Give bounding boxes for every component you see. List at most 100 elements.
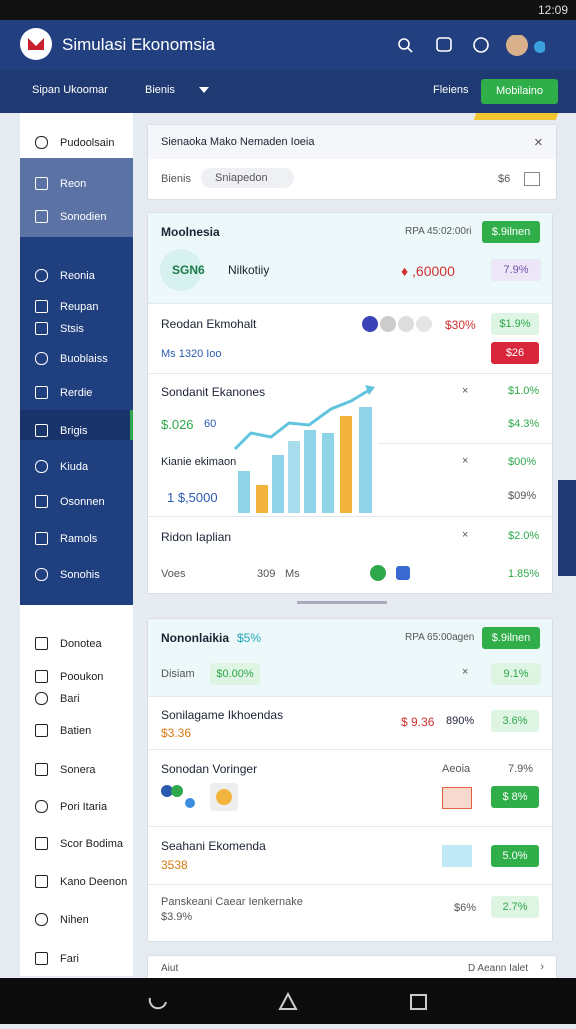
sidebar-item[interactable]: Reonia xyxy=(60,270,95,282)
time: 12:09 xyxy=(537,3,568,17)
sidebar-item[interactable]: Donotea xyxy=(60,638,102,650)
sidebar-icon xyxy=(35,952,48,965)
status-bar: 12:09 xyxy=(0,0,576,20)
chip: $0.00% xyxy=(210,663,260,685)
nav-bar xyxy=(0,978,576,1024)
divider xyxy=(148,516,552,517)
row-badge[interactable]: $ 8% xyxy=(491,786,539,808)
icon xyxy=(442,787,472,809)
sidebar-item[interactable]: Pooukon xyxy=(60,671,104,683)
sidebar: Pudoolsain Reon Sonodien Reonia Reupan Stsis B… xyxy=(20,113,133,976)
row-title: Ridon Iaplian xyxy=(161,530,232,544)
header-icons[interactable] xyxy=(395,35,545,57)
sidebar-icon xyxy=(35,568,48,581)
close[interactable]: × xyxy=(534,134,543,151)
row-change: $1.9% xyxy=(491,313,539,335)
sidebar-item[interactable]: Sonodien xyxy=(60,211,107,223)
portfolio-card: Nononlaikia $5% RPA 65:00agen $.9ilnen D… xyxy=(147,618,553,942)
row-change: $1.0% xyxy=(508,385,540,397)
footer-right[interactable]: D Aeann Ialet xyxy=(467,963,528,974)
sidebar-item[interactable]: Fari xyxy=(60,953,79,965)
row-change: 2.7% xyxy=(491,896,539,918)
sidebar-icon xyxy=(35,424,48,437)
sidebar-item[interactable]: Brigis xyxy=(60,425,88,437)
sidebar-icon xyxy=(35,637,48,650)
sidebar-item[interactable]: Kano Deenon xyxy=(60,876,128,888)
sidebar-item[interactable]: Rerdie xyxy=(60,387,93,399)
row-meta: Aeoia xyxy=(442,763,471,775)
sidebar-icon xyxy=(35,670,48,683)
sidebar-icon xyxy=(35,800,48,813)
sidebar-item[interactable]: Sonera xyxy=(60,764,96,776)
card-header xyxy=(148,125,556,159)
row-title: Panskeani Caear Ienkernake xyxy=(161,896,303,908)
sidebar-item[interactable]: Pudoolsain xyxy=(60,137,115,149)
sidebar-selected xyxy=(20,158,133,237)
divider xyxy=(148,749,552,750)
row-sub: 60 xyxy=(204,418,217,430)
close[interactable]: × xyxy=(462,455,469,467)
sidebar-icon xyxy=(35,495,48,508)
sidebar-item[interactable]: Reon xyxy=(60,178,87,190)
scrollbar xyxy=(297,601,387,604)
toolbar-right[interactable]: Fleiens xyxy=(433,84,469,96)
close[interactable]: × xyxy=(462,529,469,541)
badge[interactable]: $.9ilnen xyxy=(482,627,540,649)
side-tab[interactable] xyxy=(558,480,576,576)
row-change: $09% xyxy=(508,490,537,502)
card-title: Nononlaikia xyxy=(161,631,230,645)
primary-button[interactable]: Mobilaino xyxy=(481,79,558,104)
row-badge: $26 xyxy=(491,342,539,364)
sidebar-item[interactable]: Bari xyxy=(60,693,80,705)
sidebar-item[interactable]: Osonnen xyxy=(60,496,105,508)
sidebar-item[interactable]: Batien xyxy=(60,725,92,737)
row-sub: Voes xyxy=(161,568,186,580)
sidebar-item[interactable]: Stsis xyxy=(60,323,84,335)
change: 9.1% xyxy=(491,663,541,685)
sidebar-item[interactable]: Ramols xyxy=(60,533,98,545)
toolbar-left[interactable]: Sipan Ukoomar xyxy=(32,84,108,96)
sidebar-item[interactable]: Kiuda xyxy=(60,461,89,473)
sidebar-item[interactable]: Nihen xyxy=(60,914,89,926)
sidebar-item[interactable]: Buoblaiss xyxy=(60,353,108,365)
chip[interactable]: Sniapedon xyxy=(201,168,294,188)
label: Disiam xyxy=(161,668,195,680)
market-card: Moolnesia RPA 45:02:00ri $.9ilnen SGN6 N… xyxy=(147,212,553,594)
sidebar-item[interactable]: Scor Bodima xyxy=(60,838,123,850)
value: $6 xyxy=(498,173,511,185)
row-change: $4.3% xyxy=(508,418,540,430)
divider xyxy=(378,443,552,444)
divider xyxy=(148,303,552,304)
row-title: Seahani Ekomenda xyxy=(161,839,266,853)
row-sub: $.026 xyxy=(161,417,194,432)
sidebar-item[interactable]: Reupan xyxy=(60,301,99,313)
icons xyxy=(370,565,410,581)
change: 7.9% xyxy=(491,259,541,281)
close[interactable]: × xyxy=(462,385,469,397)
card-title: Sienaoka Mako Nemaden Ioeia xyxy=(161,136,315,148)
row-value: $6% xyxy=(454,902,477,914)
logo-text: SGN6 xyxy=(172,263,205,277)
sidebar-icon xyxy=(35,269,48,282)
avatars xyxy=(362,316,432,332)
row-sub: Ms 1320 Ioo xyxy=(161,348,222,360)
row-sub: $3.36 xyxy=(161,726,192,740)
row-title: Sonilagame Ikhoendas xyxy=(161,708,284,722)
divider xyxy=(148,884,552,885)
close[interactable]: × xyxy=(462,666,469,678)
meta: RPA 45:02:00ri xyxy=(405,226,472,237)
sidebar-icon xyxy=(35,300,48,313)
badge[interactable]: $.9ilnen xyxy=(482,221,540,243)
sidebar-icon xyxy=(35,692,48,705)
name: Nilkotiiy xyxy=(228,263,270,277)
row-sub: 3538 xyxy=(161,858,188,872)
sidebar-item[interactable]: Sonohis xyxy=(60,569,100,581)
app-title: Simulasi Ekonomsia xyxy=(62,35,216,54)
row-change: $2.0% xyxy=(508,530,540,542)
dropdown[interactable]: Bienis xyxy=(145,84,175,96)
row-change: 1.85% xyxy=(508,568,540,580)
footer-left: Aiut xyxy=(161,963,179,974)
sidebar-icon xyxy=(35,177,48,190)
sidebar-item[interactable]: Pori Itaria xyxy=(60,801,108,813)
